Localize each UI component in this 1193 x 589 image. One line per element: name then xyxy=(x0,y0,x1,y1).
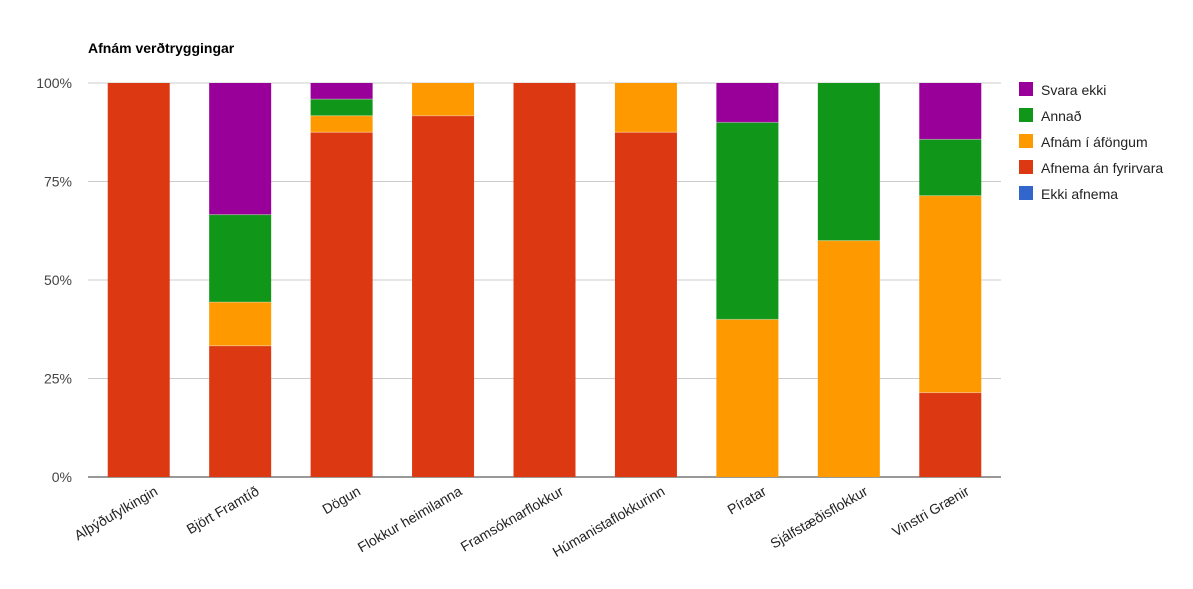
bar-segment xyxy=(412,115,475,478)
bar-segment xyxy=(310,115,373,133)
legend: Svara ekki Annað Afnám í áföngum Afnema án … xyxy=(1019,82,1163,202)
legend-label: Afnám í áföngum xyxy=(1041,134,1148,150)
bar-segment xyxy=(716,83,779,123)
x-tick-label: Sjálfstæðisflokkur xyxy=(767,483,870,552)
bar-segment xyxy=(716,122,779,320)
x-tick-label: Björt Framtíð xyxy=(184,483,262,537)
x-tick-label: Flokkur heimilanna xyxy=(355,483,465,556)
x-tick-label: Alþýðufylkingin xyxy=(71,483,160,544)
bar-segment xyxy=(614,132,677,477)
x-tick-label: Píratar xyxy=(725,483,770,518)
legend-label: Afnema án fyrirvara xyxy=(1041,160,1163,176)
bar-segment xyxy=(919,83,982,140)
bar-segment xyxy=(310,99,373,116)
x-axis: Alþýðufylkingin Björt Framtíð DögunFlokkur… xyxy=(71,483,972,560)
bar-segment xyxy=(817,83,880,241)
bar-segment xyxy=(614,83,677,133)
legend-swatch xyxy=(1019,108,1033,122)
legend-label: Svara ekki xyxy=(1041,82,1106,98)
bar-segment xyxy=(817,240,880,477)
bar-segment xyxy=(209,345,272,477)
bar-segment xyxy=(919,139,982,196)
bar-segment xyxy=(209,83,272,215)
y-tick-label: 100% xyxy=(36,75,72,91)
bar-segment xyxy=(412,83,475,116)
legend-swatch xyxy=(1019,186,1033,200)
chart-title: Afnám verðtryggingar xyxy=(88,40,235,56)
legend-label: Ekki afnema xyxy=(1041,186,1118,202)
legend-label: Annað xyxy=(1041,108,1082,124)
y-tick-label: 75% xyxy=(44,174,72,190)
y-axis: 0% 25% 50% 75% 100% xyxy=(36,75,72,485)
x-tick-label: Húmanistaflokkurinn xyxy=(550,483,668,560)
bar-segment xyxy=(310,132,373,477)
legend-swatch xyxy=(1019,160,1033,174)
y-tick-label: 0% xyxy=(52,469,72,485)
bar-segment xyxy=(310,83,373,100)
legend-swatch xyxy=(1019,134,1033,148)
bar-segment xyxy=(919,392,982,477)
x-tick-label: Framsóknarflokkur xyxy=(458,483,567,555)
legend-swatch xyxy=(1019,82,1033,96)
y-tick-label: 25% xyxy=(44,371,72,387)
bar-segment xyxy=(513,83,576,477)
bars xyxy=(107,83,982,478)
x-tick-label: Vinstri Grænir xyxy=(889,483,972,540)
y-tick-label: 50% xyxy=(44,272,72,288)
bar-segment xyxy=(919,195,982,393)
bar-segment xyxy=(209,214,272,303)
bar-segment xyxy=(716,319,779,477)
x-tick-label: Dögun xyxy=(319,483,363,517)
bar-segment xyxy=(107,83,170,477)
bar-segment xyxy=(209,302,272,346)
